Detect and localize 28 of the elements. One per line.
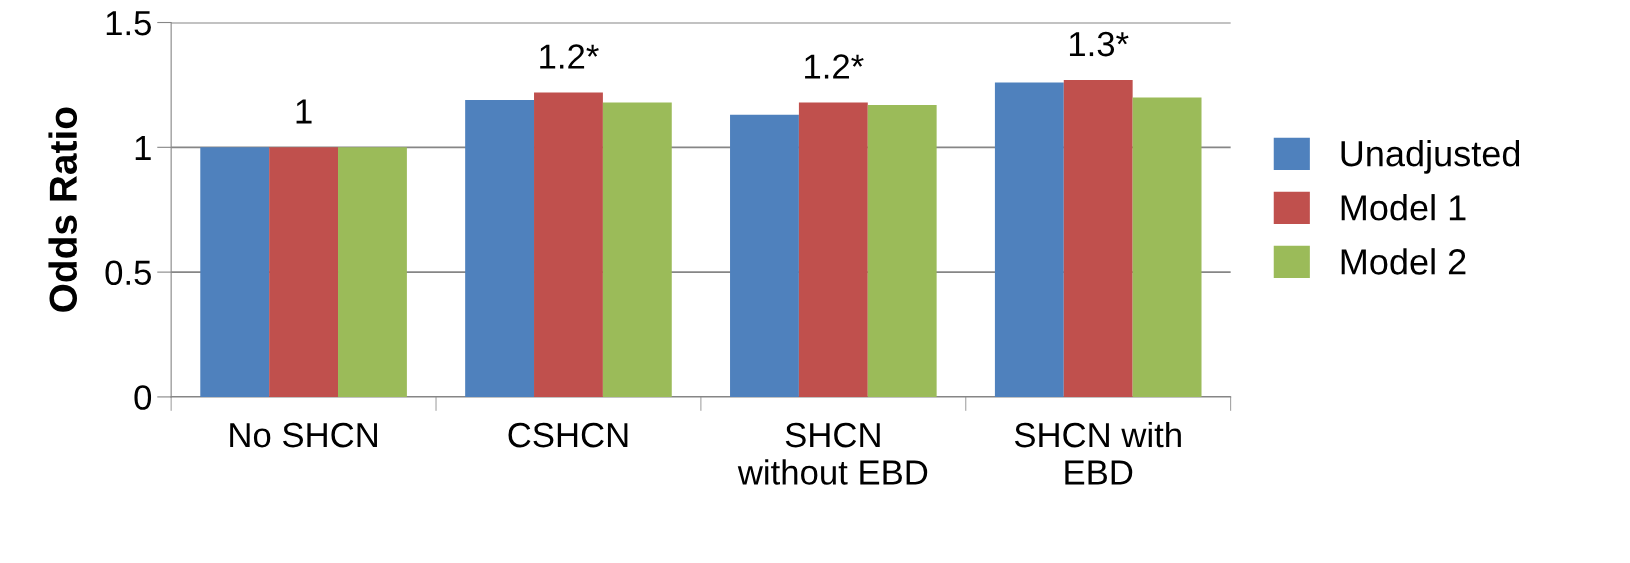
legend-label: Unadjusted (1341, 139, 1520, 174)
bar (602, 102, 672, 397)
x-tick-label: SHCN without EBD (737, 422, 928, 485)
y-axis-title: Odds Ratio (48, 107, 78, 312)
bar (867, 104, 937, 397)
y-tick-label: 1.5 (106, 11, 151, 36)
annotation: 1 (296, 99, 312, 124)
y-tick-label: 1 (135, 136, 151, 160)
bar (200, 147, 270, 397)
x-tick-label: CSHCN (508, 422, 628, 448)
annotation: 1.2* (540, 44, 599, 69)
annotation: 1.3* (1069, 31, 1129, 57)
legend-label: Model 1 (1341, 194, 1466, 221)
y-tick-label: 0.5 (105, 260, 151, 286)
y-tick-label: 0 (134, 385, 152, 410)
bar (798, 102, 868, 397)
bar (338, 147, 407, 397)
bar (994, 82, 1064, 397)
legend-label: Model 2 (1341, 248, 1466, 275)
x-tick-label: No SHCN (230, 422, 377, 448)
bar (269, 147, 339, 397)
bar (534, 92, 603, 397)
bar (730, 114, 799, 397)
x-tick-label: SHCN with EBD (1014, 421, 1181, 485)
annotation: 1.2* (805, 54, 864, 79)
bar (1132, 97, 1202, 397)
bar (1063, 79, 1133, 397)
bar (465, 99, 535, 397)
